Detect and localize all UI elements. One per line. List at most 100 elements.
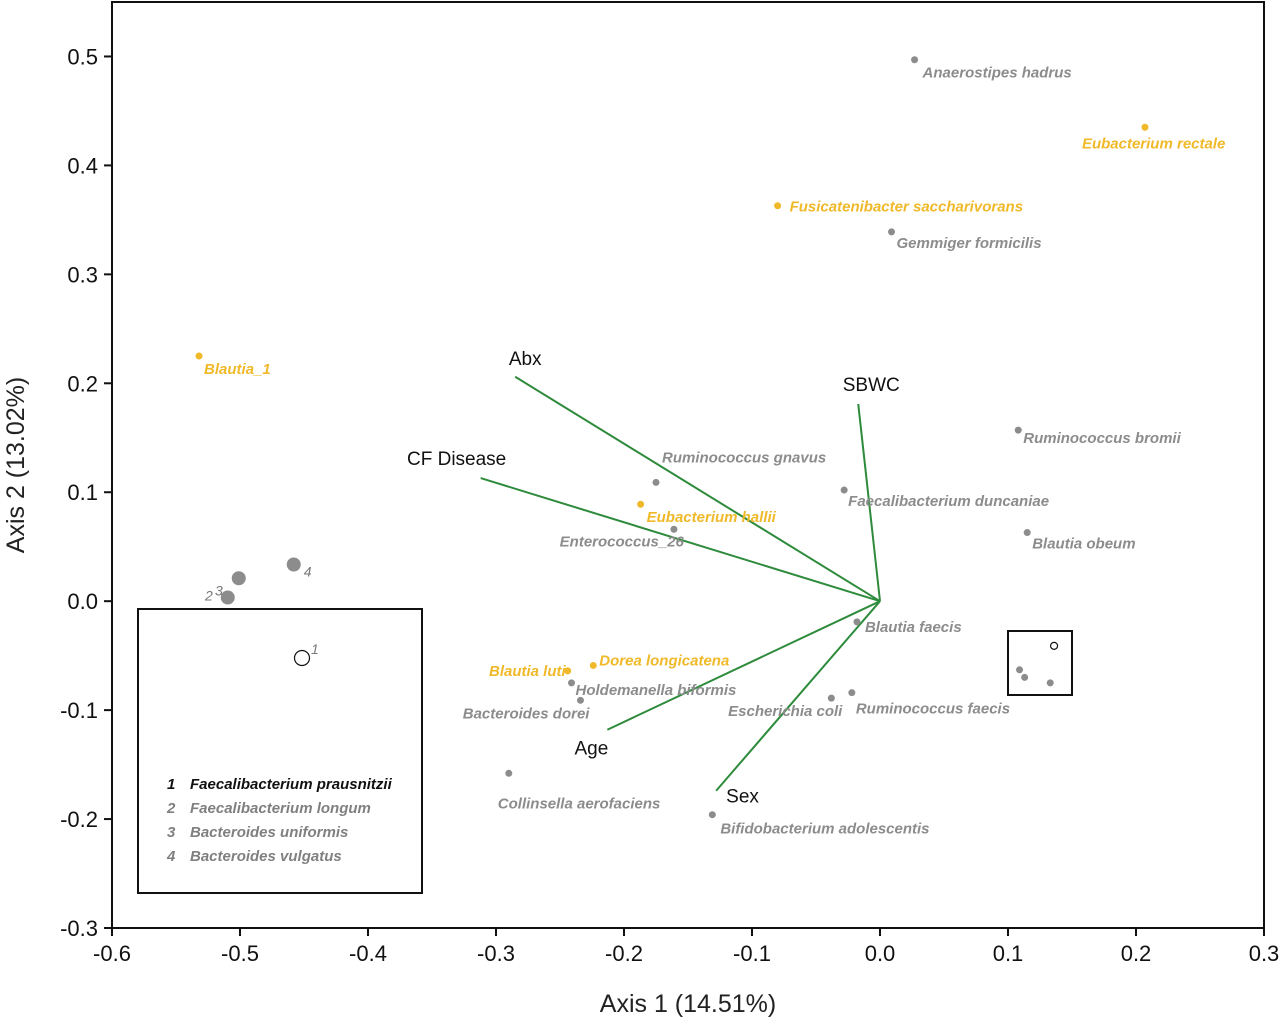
legend-entry: Bacteroides vulgatus bbox=[190, 848, 342, 865]
points-layer: Anaerostipes hadrus Eubacterium rectale Fu… bbox=[195, 56, 1225, 838]
x-tick-label: -0.2 bbox=[605, 941, 643, 966]
inset-point-number: 2 bbox=[204, 588, 213, 604]
inset-point bbox=[286, 557, 301, 572]
x-tick-label: 0.1 bbox=[993, 941, 1024, 966]
vector-arrow bbox=[606, 600, 881, 731]
vector-arrow bbox=[857, 403, 881, 602]
point-label: Eubacterium hallii bbox=[647, 509, 777, 526]
point-label: Ruminococcus faecis bbox=[856, 701, 1010, 718]
y-tick-label: 0.2 bbox=[67, 371, 98, 396]
inset-point-number: 3 bbox=[215, 582, 223, 598]
cluster-point bbox=[1049, 641, 1059, 650]
data-point bbox=[1141, 123, 1149, 131]
inset-point bbox=[293, 649, 311, 667]
vector-label: CF Disease bbox=[407, 449, 506, 470]
y-tick-label: 0.0 bbox=[67, 589, 98, 614]
x-axis-title: Axis 1 (14.51%) bbox=[600, 990, 776, 1018]
point-label: Bacteroides dorei bbox=[463, 705, 591, 722]
data-point bbox=[637, 500, 645, 508]
data-point bbox=[652, 478, 660, 486]
data-point bbox=[840, 486, 848, 494]
vector-label: Sex bbox=[726, 787, 759, 808]
point-label: Faecalibacterium duncaniae bbox=[848, 493, 1049, 510]
legend-number: 1 bbox=[167, 776, 175, 793]
point-label: Escherichia coli bbox=[728, 703, 843, 720]
inset-point-number: 4 bbox=[304, 564, 312, 580]
point-label: Blautia luti bbox=[489, 663, 567, 680]
y-tick-label: 0.1 bbox=[67, 480, 98, 505]
point-label: Eubacterium rectale bbox=[1082, 135, 1225, 152]
y-axis: 0.5 0.4 0.3 0.2 0.1 0.0 -0.1 -0.2 -0.3 bbox=[60, 44, 112, 941]
x-tick-label: -0.1 bbox=[733, 941, 771, 966]
point-label: Fusicatenibacter saccharivorans bbox=[790, 199, 1023, 216]
cluster-box bbox=[1007, 630, 1073, 696]
x-tick-label: 0.2 bbox=[1121, 941, 1152, 966]
x-tick-label: 0.0 bbox=[865, 941, 896, 966]
point-label: Blautia_1 bbox=[204, 361, 271, 378]
x-axis: -0.6 -0.5 -0.4 -0.3 -0.2 -0.1 0.0 0.1 0.2 0.3 bbox=[93, 928, 1279, 966]
point-label: Enterococcus_26 bbox=[560, 533, 685, 550]
point-label: Blautia faecis bbox=[865, 619, 962, 636]
vector-arrow bbox=[715, 600, 881, 792]
point-label: Ruminococcus gnavus bbox=[662, 449, 826, 466]
data-point bbox=[708, 811, 716, 819]
y-tick-label: -0.1 bbox=[60, 698, 98, 723]
x-tick-label: -0.6 bbox=[93, 941, 131, 966]
plot-frame bbox=[111, 1, 1265, 929]
data-point bbox=[911, 56, 919, 64]
vector-label: SBWC bbox=[843, 375, 900, 396]
point-label: Bifidobacterium adolescentis bbox=[720, 821, 929, 838]
point-label: Gemmiger formicilis bbox=[897, 235, 1042, 252]
vector-arrow bbox=[480, 477, 881, 603]
data-point bbox=[670, 525, 678, 533]
vector-layer: Abx CF Disease SBWC Age Sex bbox=[407, 349, 900, 808]
inset-point bbox=[231, 571, 246, 586]
cluster-zoom-box bbox=[1007, 630, 1073, 696]
data-point bbox=[1023, 529, 1031, 537]
legend-number: 4 bbox=[166, 848, 176, 865]
y-tick-label: -0.3 bbox=[60, 916, 98, 941]
point-label: Dorea longicatena bbox=[599, 652, 729, 669]
inset-point-number: 1 bbox=[311, 641, 319, 657]
data-point bbox=[1014, 426, 1022, 434]
point-label: Collinsella aerofaciens bbox=[498, 795, 661, 812]
data-point bbox=[827, 694, 835, 702]
x-tick-label: -0.4 bbox=[349, 941, 387, 966]
data-point bbox=[564, 667, 572, 675]
data-point bbox=[888, 228, 896, 236]
point-label: Holdemanella biformis bbox=[576, 682, 737, 699]
point-label: Ruminococcus bromii bbox=[1023, 430, 1181, 447]
legend-entry: Faecalibacterium prausnitzii bbox=[190, 776, 393, 793]
legend-entry: Faecalibacterium longum bbox=[190, 800, 371, 817]
x-tick-label: -0.5 bbox=[221, 941, 259, 966]
inset-frame bbox=[137, 608, 423, 894]
point-label: Blautia obeum bbox=[1032, 536, 1135, 553]
legend-entry: Bacteroides uniformis bbox=[190, 824, 348, 841]
data-point bbox=[589, 661, 597, 669]
legend-number: 2 bbox=[166, 800, 176, 817]
cluster-point bbox=[1016, 666, 1024, 674]
x-tick-label: 0.3 bbox=[1249, 941, 1280, 966]
vector-arrow bbox=[514, 375, 881, 603]
vector-label: Age bbox=[574, 739, 608, 760]
y-tick-label: 0.5 bbox=[67, 44, 98, 69]
data-point bbox=[505, 769, 513, 777]
cluster-point bbox=[1046, 679, 1054, 687]
data-point bbox=[848, 689, 856, 697]
legend-number: 3 bbox=[167, 824, 176, 841]
data-point bbox=[774, 202, 782, 210]
vector-label: Abx bbox=[509, 349, 542, 370]
data-point bbox=[853, 618, 861, 626]
point-label: Anaerostipes hadrus bbox=[922, 65, 1072, 82]
data-point bbox=[568, 679, 576, 687]
inset-point bbox=[220, 590, 235, 605]
y-tick-label: -0.2 bbox=[60, 807, 98, 832]
y-axis-title: Axis 2 (13.02%) bbox=[2, 377, 30, 553]
cluster-point bbox=[1021, 673, 1029, 681]
y-tick-label: 0.3 bbox=[67, 262, 98, 287]
data-point bbox=[195, 352, 203, 360]
data-point bbox=[576, 696, 584, 704]
x-tick-label: -0.3 bbox=[477, 941, 515, 966]
